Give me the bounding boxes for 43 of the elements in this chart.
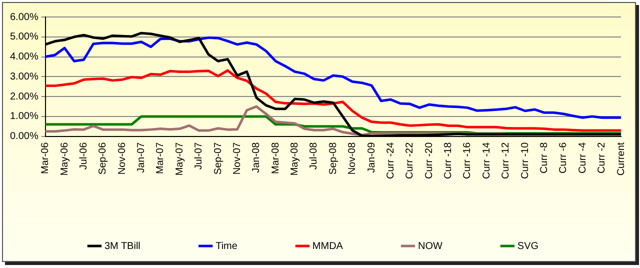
x-tick-label: Nov-07	[232, 142, 243, 175]
x-tick-label: Curr -12	[500, 142, 512, 180]
y-tick-label: 2.00%	[10, 91, 38, 102]
x-tick-label: Curr -22	[404, 142, 416, 180]
x-tick-label: Jan-07	[136, 142, 148, 173]
x-tick-label: Curr -16	[462, 142, 474, 180]
legend-label: SVG	[517, 240, 539, 252]
y-tick-label: 6.00%	[10, 12, 38, 23]
x-tick-label: Nov-06	[116, 142, 128, 175]
x-tick-label: Sep-07	[212, 142, 224, 175]
x-tick-label: Curr -10	[520, 142, 531, 180]
y-tick-label: 1.00%	[10, 111, 38, 122]
x-tick-label: Curr -14	[481, 142, 492, 180]
y-tick-label: 3.00%	[10, 71, 38, 82]
x-tick-label: May-06	[59, 142, 70, 176]
x-tick-label: Curr -20	[424, 142, 435, 180]
x-tick-label: Curr -2	[596, 142, 608, 174]
legend-label: MMDA	[312, 240, 344, 252]
x-tick-label: May-07	[174, 142, 186, 176]
y-tick-label: 4.00%	[10, 52, 38, 63]
x-tick-label: Curr -4	[577, 142, 588, 174]
x-tick-label: Curr -6	[558, 142, 570, 174]
x-tick-label: Jul-08	[308, 142, 320, 170]
x-tick-label: Mar-07	[155, 142, 166, 174]
x-tick-label: Sep-08	[328, 142, 339, 175]
x-tick-label: Jul-07	[194, 142, 205, 170]
x-tick-label: May-08	[290, 142, 301, 176]
x-tick-label: Jul-06	[78, 142, 90, 170]
x-tick-label: Curr -8	[538, 142, 550, 174]
y-tick-label: 5.00%	[10, 32, 38, 43]
x-tick-label: Curr -18	[443, 142, 454, 180]
x-tick-label: Nov-08	[347, 142, 358, 175]
y-tick-label: 0.00%	[10, 131, 38, 142]
x-tick-label: Mar-06	[40, 142, 52, 174]
x-tick-label: Sep-06	[98, 142, 109, 175]
legend-label: Time	[216, 240, 238, 252]
legend-label: NOW	[418, 240, 443, 252]
x-tick-label: Jan-08	[251, 142, 262, 173]
x-tick-label: Current	[616, 142, 627, 176]
x-tick-label: Curr -24	[385, 142, 396, 180]
x-tick-label: Jan-09	[366, 142, 378, 173]
x-tick-label: Mar-08	[270, 142, 282, 174]
legend-label: 3M TBill	[104, 240, 140, 252]
